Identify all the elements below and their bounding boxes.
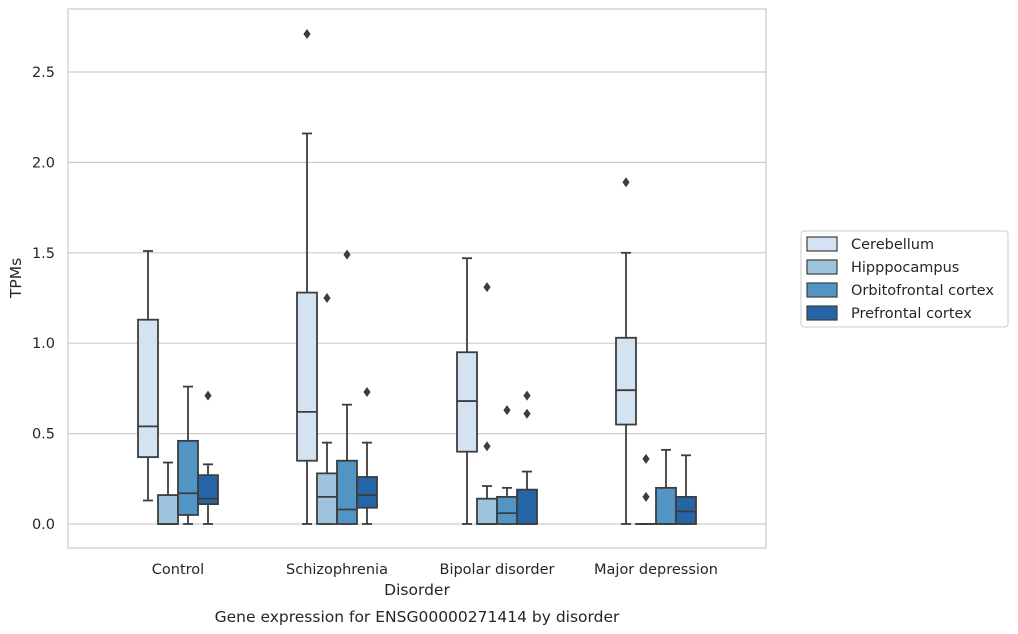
legend-swatch (806, 236, 838, 252)
legend-swatch (806, 305, 838, 321)
box (655, 448, 677, 525)
box (496, 405, 518, 525)
series-orbitofrontal-cortex (177, 249, 677, 525)
legend-label: Prefrontal cortex (851, 306, 972, 322)
y-tick-label: 0.0 (32, 517, 55, 533)
box (675, 454, 697, 525)
x-axis-ticks: Control Schizophrenia Bipolar disorder Majo… (152, 562, 718, 578)
box (456, 257, 478, 525)
legend-label: Orbitofrontal cortex (851, 283, 994, 299)
series-prefrontal-cortex (197, 387, 697, 525)
gridlines (68, 71, 766, 525)
outlier-point (343, 249, 351, 260)
x-axis-label: Disorder (384, 581, 450, 599)
y-tick-label: 0.5 (32, 427, 55, 443)
x-tick-label: Bipolar disorder (440, 562, 555, 578)
box-body (177, 439, 199, 516)
box (476, 282, 498, 525)
plot-frame (67, 8, 767, 549)
y-axis-label: TPMs (7, 258, 25, 299)
outlier-point (323, 293, 331, 303)
outlier-point (523, 408, 531, 419)
box (197, 390, 219, 525)
outlier-point (483, 282, 491, 293)
box (615, 177, 637, 525)
box (157, 461, 179, 525)
box-body (157, 494, 179, 525)
outlier-point (363, 387, 371, 398)
box-body (456, 351, 478, 453)
box-body (496, 495, 518, 525)
legend-label: Cerebellum (851, 237, 934, 253)
box (316, 293, 338, 525)
box (177, 385, 199, 525)
box-series (137, 29, 697, 525)
outlier-point (503, 405, 511, 416)
box-body (336, 459, 358, 525)
outlier-point (483, 441, 491, 452)
box (137, 250, 159, 502)
y-tick-label: 2.0 (32, 155, 55, 171)
outlier-point (303, 29, 311, 40)
legend-swatch (806, 259, 838, 275)
x-tick-label: Major depression (594, 562, 718, 578)
box-body (655, 486, 677, 525)
box-body (137, 318, 159, 459)
box (635, 453, 657, 525)
box (336, 249, 358, 525)
box-body (197, 474, 219, 506)
outlier-point (642, 491, 650, 502)
x-tick-label: Schizophrenia (286, 562, 388, 578)
box-body (675, 495, 697, 525)
chart-caption: Gene expression for ENSG00000271414 by d… (215, 608, 620, 626)
box (516, 390, 538, 525)
box-body (356, 476, 378, 509)
outlier-point (523, 390, 531, 401)
box-body (516, 488, 538, 525)
x-tick-label: Control (152, 562, 204, 578)
box-body (476, 497, 498, 525)
box-body (615, 336, 637, 426)
legend-swatch (806, 282, 838, 298)
outlier-point (622, 177, 630, 188)
series-cerebellum (137, 29, 637, 525)
legend-label: Hipppocampus (851, 260, 959, 276)
outlier-point (204, 390, 212, 401)
y-tick-label: 2.5 (32, 65, 55, 81)
series-hipppocampus (157, 282, 657, 525)
legend: Cerebellum Hipppocampus Orbitofrontal cort… (800, 230, 1009, 328)
outlier-point (642, 453, 650, 464)
y-tick-label: 1.0 (32, 336, 55, 352)
box-body (316, 472, 338, 525)
y-tick-label: 1.5 (32, 246, 55, 262)
box (356, 387, 378, 525)
legend-frame (800, 230, 1009, 328)
box (296, 29, 318, 525)
box-body (296, 291, 318, 462)
y-axis-ticks: 0.0 0.5 1.0 1.5 2.0 2.5 (32, 65, 55, 533)
